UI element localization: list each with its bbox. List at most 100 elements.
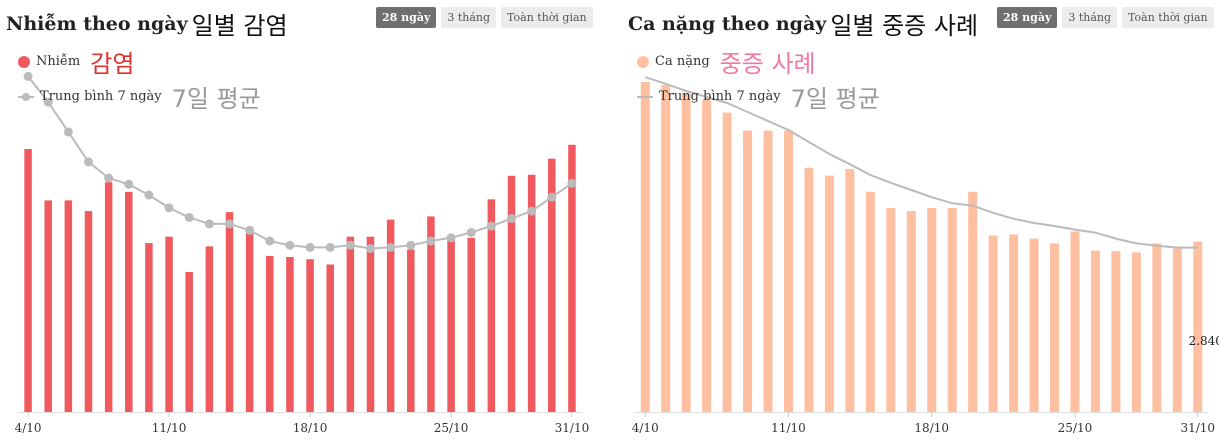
- legend-annotation: 7일 평균: [790, 85, 880, 113]
- bar: [286, 257, 294, 412]
- bar: [185, 271, 193, 412]
- chart-title-annotation: 일별 중증 사례: [830, 12, 979, 40]
- line-point: [486, 221, 496, 231]
- range-button-3-months[interactable]: 3 tháng: [441, 7, 497, 28]
- legend-item-line: Trung bình 7 ngày 7일 평균: [18, 79, 261, 114]
- bar: [125, 191, 133, 412]
- legend-swatch-dot: [18, 55, 30, 68]
- bar: [1111, 251, 1121, 412]
- line-point: [245, 225, 255, 235]
- x-tick-label: 31/10: [1180, 421, 1215, 435]
- series-line: [644, 76, 1198, 249]
- line-point: [426, 236, 436, 246]
- line-point: [366, 243, 375, 253]
- line-point: [84, 157, 93, 167]
- x-tick-label: 4/10: [632, 421, 659, 435]
- legend-label: Ca nặng: [655, 54, 710, 69]
- x-tick-label: 25/10: [1058, 421, 1093, 435]
- line-point: [144, 190, 154, 200]
- bar: [640, 82, 650, 412]
- bar: [104, 182, 113, 412]
- bar: [1050, 243, 1060, 412]
- x-tick-label: 11/10: [771, 421, 806, 435]
- bar: [1172, 246, 1182, 412]
- bar: [947, 208, 957, 412]
- legend-annotation: 중증 사례: [719, 50, 816, 78]
- bar: [743, 130, 753, 412]
- data-label: 2.840: [1189, 334, 1219, 348]
- range-button-28-days[interactable]: 28 ngày: [997, 7, 1058, 28]
- bar: [548, 158, 556, 412]
- legend-item-line: Trung bình 7 ngày 7일 평균: [637, 79, 880, 114]
- bar: [865, 191, 875, 412]
- line-point: [345, 240, 355, 250]
- bar: [1193, 241, 1203, 412]
- line-point: [466, 227, 476, 237]
- bar: [245, 231, 254, 412]
- line-point: [305, 242, 315, 252]
- bar: [661, 85, 671, 412]
- line-point: [527, 206, 537, 216]
- line-point: [23, 71, 33, 81]
- chart-panel-infections: Nhiễm theo ngày 일별 감염 28 ngày 3 tháng Toà…: [0, 0, 600, 440]
- bar: [906, 211, 916, 412]
- line-point: [507, 214, 516, 224]
- bar: [487, 199, 496, 412]
- bar: [366, 236, 375, 412]
- line-point: [104, 173, 114, 183]
- series-line: [27, 75, 573, 250]
- x-tick-label: 31/10: [555, 421, 590, 435]
- chart-title-text: Nhiễm theo ngày: [6, 13, 188, 35]
- bar: [145, 243, 153, 412]
- bar: [988, 235, 998, 412]
- bar: [386, 219, 395, 412]
- bar: [24, 149, 32, 412]
- line-point: [386, 242, 396, 252]
- legend-label: Trung bình 7 ngày: [40, 89, 162, 104]
- line-point: [164, 203, 174, 213]
- line-point: [265, 236, 275, 246]
- chart-panel-severe-cases: Ca nặng theo ngày 일별 중증 사례 28 ngày 3 thán…: [615, 0, 1219, 440]
- bar: [722, 112, 732, 412]
- chart-legend: Ca nặng 중증 사례 Trung bình 7 ngày 7일 평균: [637, 44, 880, 114]
- line-point: [446, 233, 456, 243]
- bar: [763, 130, 773, 412]
- line-point: [567, 178, 577, 188]
- range-button-all-time[interactable]: Toàn thời gian: [1122, 7, 1214, 28]
- bar: [568, 144, 576, 412]
- bar: [1090, 250, 1100, 412]
- legend-annotation: 감염: [90, 50, 135, 78]
- chart-title-annotation: 일별 감염: [191, 12, 288, 40]
- bar: [84, 211, 93, 412]
- bar: [886, 208, 896, 412]
- bar: [527, 174, 536, 412]
- range-button-all-time[interactable]: Toàn thời gian: [501, 7, 593, 28]
- line-point: [124, 179, 134, 189]
- chart-title-text: Ca nặng theo ngày: [628, 13, 827, 35]
- bar: [845, 169, 855, 412]
- legend-label: Trung bình 7 ngày: [659, 89, 781, 104]
- bar-chart-severe-cases: 4/10 11/10 18/10 25/10 31/10 2.840: [632, 76, 1219, 435]
- bar: [447, 238, 455, 412]
- line-point: [406, 240, 416, 250]
- bar: [507, 175, 516, 412]
- x-tick-label: 4/10: [15, 421, 42, 435]
- legend-swatch-dot: [637, 55, 649, 68]
- bar: [1152, 243, 1162, 412]
- x-tick-label: 18/10: [914, 421, 949, 435]
- bar: [804, 167, 814, 412]
- range-button-28-days[interactable]: 28 ngày: [376, 7, 437, 28]
- legend-annotation: 7일 평균: [171, 85, 261, 113]
- range-toggle: 28 ngày 3 tháng Toàn thời gian: [997, 7, 1214, 28]
- legend-swatch-line: [18, 92, 34, 101]
- bar: [346, 236, 355, 412]
- bar: [427, 216, 435, 412]
- line-point: [547, 192, 557, 202]
- legend-swatch-line: [637, 95, 653, 98]
- line-point: [63, 127, 73, 137]
- chart-legend: Nhiễm 감염 Trung bình 7 ngày 7일 평균: [18, 44, 261, 114]
- x-tick-label: 11/10: [152, 421, 187, 435]
- range-button-3-months[interactable]: 3 tháng: [1062, 7, 1118, 28]
- bar: [44, 200, 52, 412]
- bar: [702, 100, 712, 412]
